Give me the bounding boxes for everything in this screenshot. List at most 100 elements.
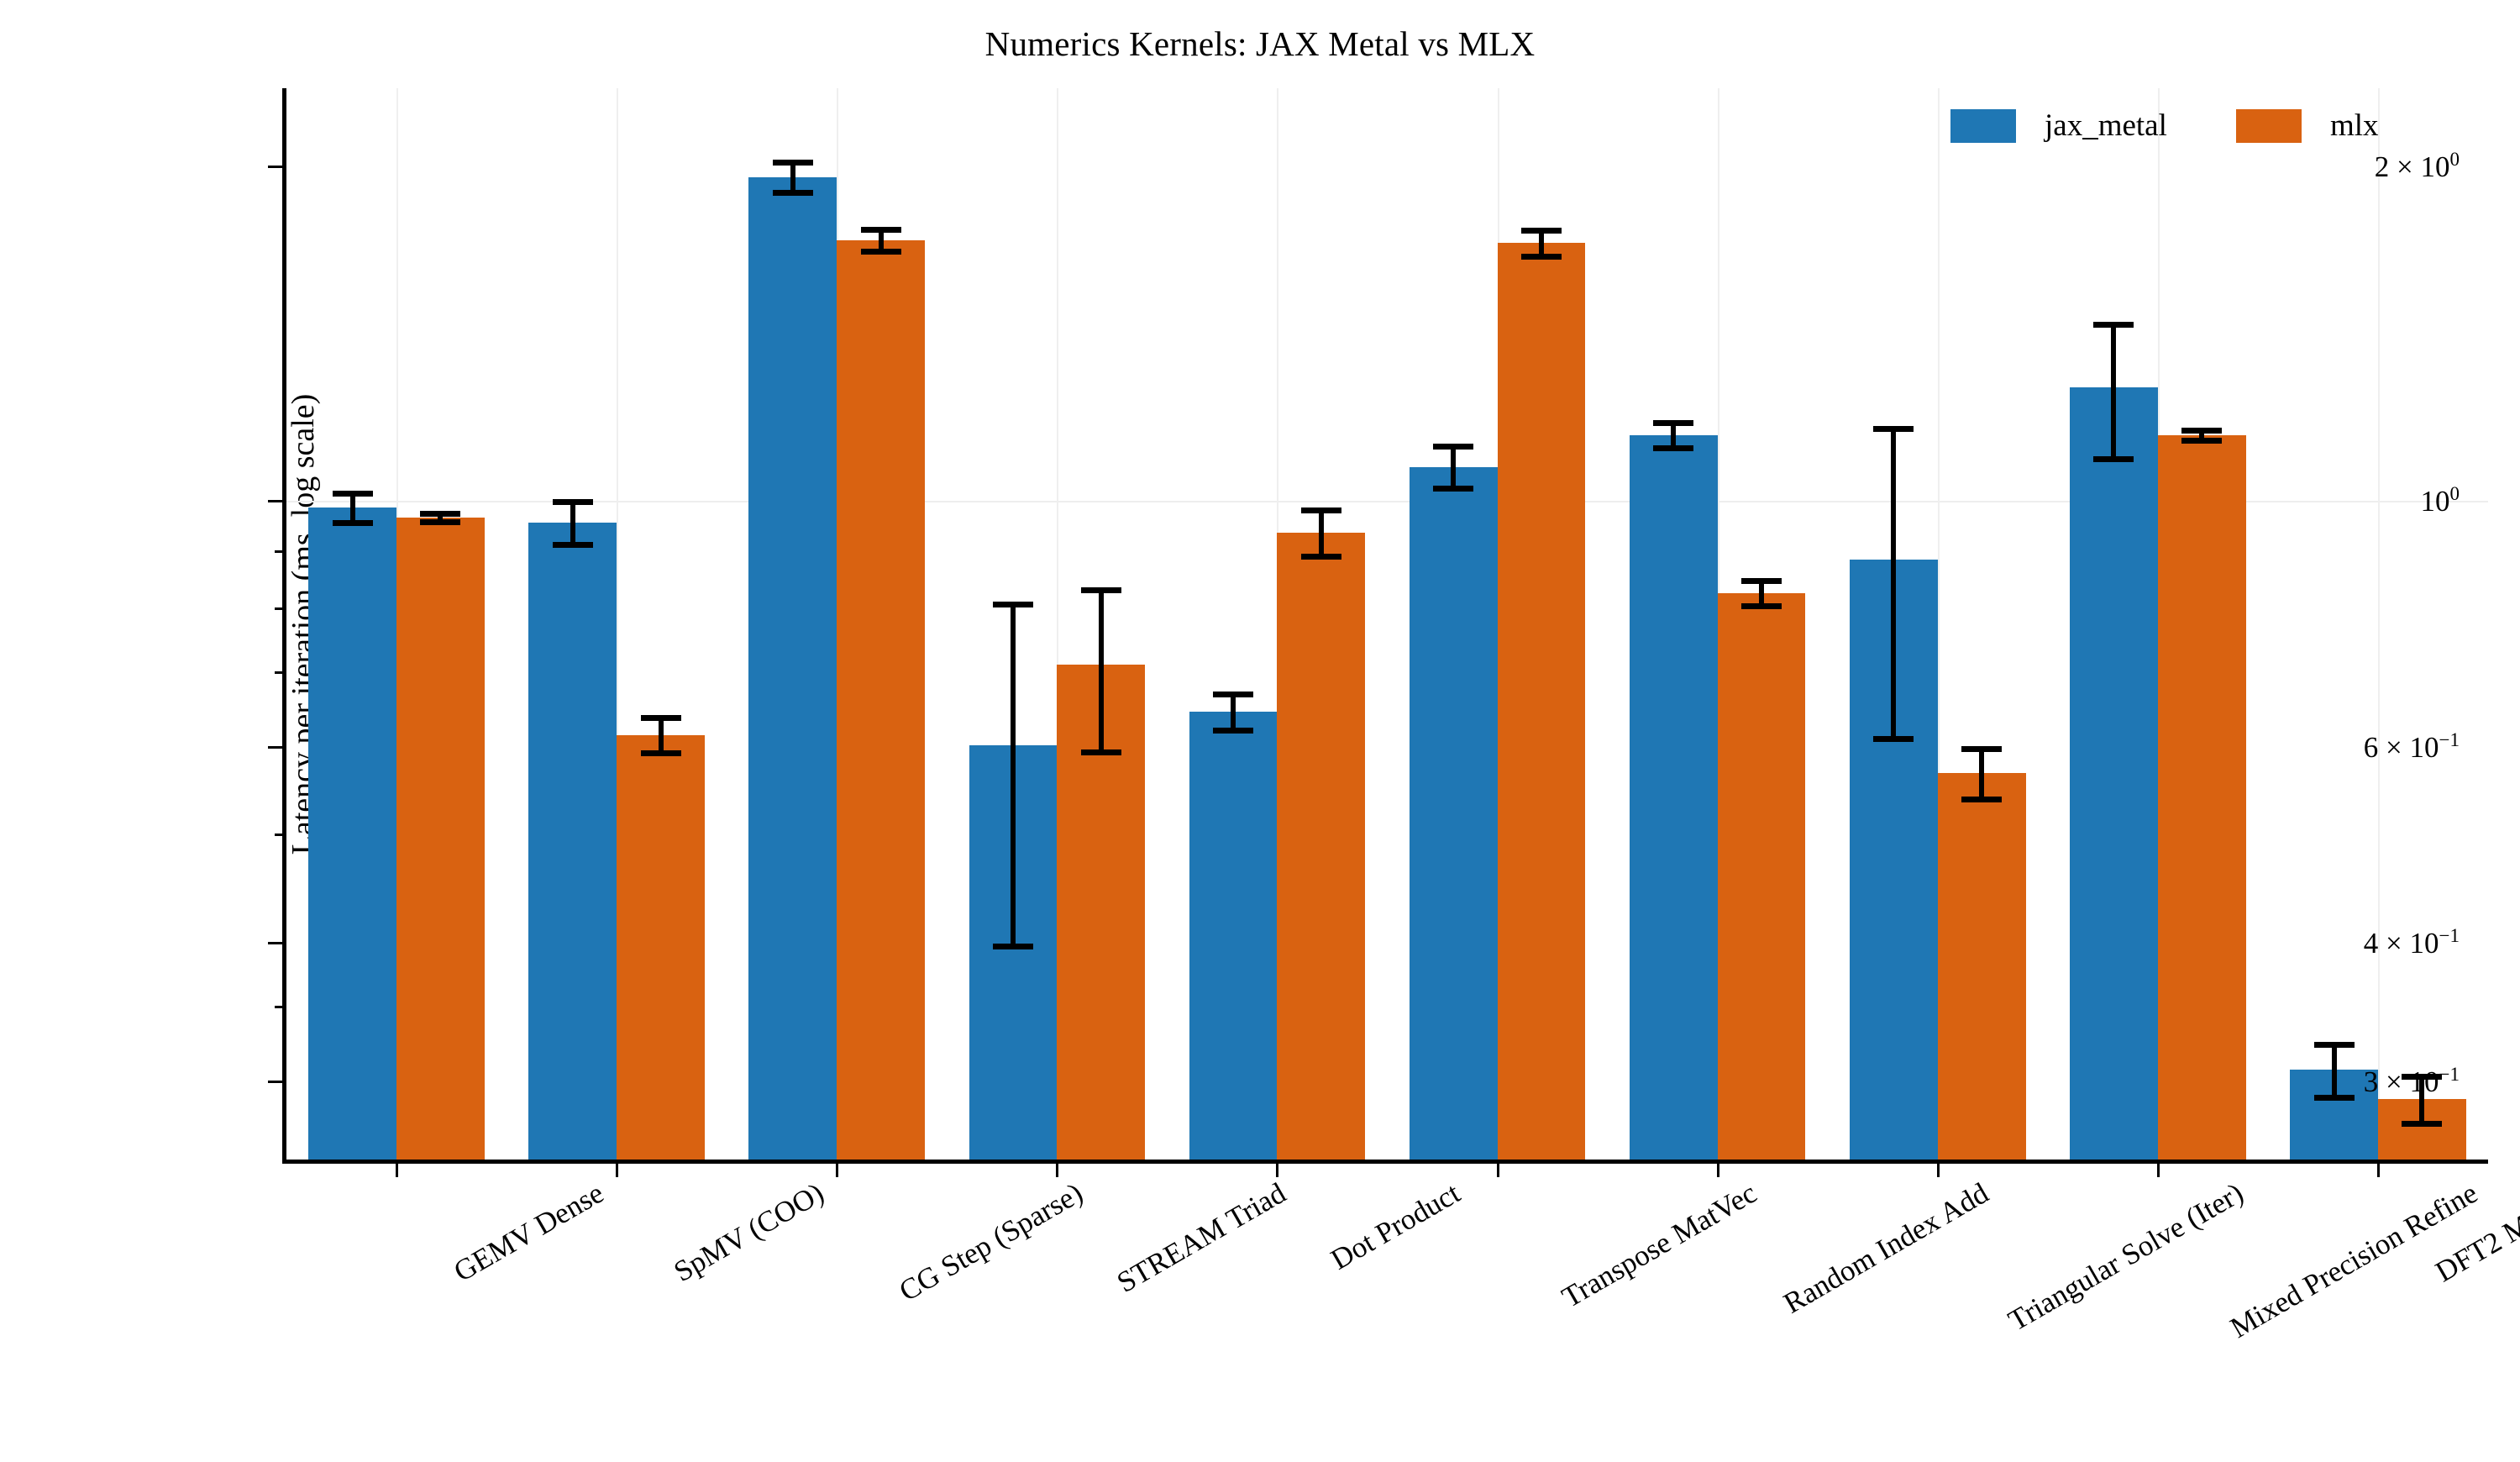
error-bar-cap-lower [2402,1120,2443,1127]
error-bar-cap-lower [2313,1095,2355,1102]
y-axis-tick [268,941,286,944]
error-bar-cap-lower [2181,437,2223,444]
error-bar-cap-upper [772,159,813,166]
bar-jax_metal [528,522,617,1160]
error-bar-cap-upper [2313,1041,2355,1048]
plot-area: Latency per iteration (ms, log scale) 2 … [268,88,2488,1177]
error-bar-cap-upper [1213,692,1254,698]
x-axis-tick [1056,1162,1059,1177]
error-bar-cap-lower [552,541,593,548]
x-axis-tick [1716,1162,1719,1177]
error-bar-cap-upper [1961,745,2003,752]
error-bar-cap-lower [772,190,813,197]
y-axis-minor-tick [275,1006,286,1009]
y-axis-tick-label: 100 [2420,482,2460,518]
error-bar-cap-upper [860,227,901,234]
error-bar-cap-upper [420,511,461,518]
error-bar-cap-upper [1080,587,1121,594]
gridline-horizontal [286,500,2488,502]
x-axis-tick [836,1162,839,1177]
x-axis-tick [2156,1162,2160,1177]
bar-jax_metal [1189,712,1278,1160]
y-axis-minor-tick [275,607,286,610]
error-bar-line [2419,1075,2425,1123]
error-bar-cap-lower [332,519,373,526]
error-bar-cap-lower [1520,253,1562,260]
bar-jax_metal [1629,434,1718,1160]
bar-mlx [1277,533,1366,1160]
bar-mlx [617,734,705,1160]
x-axis-tick-label: STREAM Triad [1111,1176,1292,1300]
y-axis-minor-tick [275,671,286,675]
gridline-vertical [1057,88,1059,1160]
legend-item-mlx[interactable]: mlx [2236,108,2379,144]
legend-swatch-icon [2236,108,2302,143]
error-bar-line [1759,580,1765,607]
error-bar-line [1671,422,1677,448]
bar-jax_metal [308,507,397,1160]
gridline-vertical [1937,88,1940,1160]
x-axis-tick-label: Transpose MatVec [1556,1176,1762,1314]
error-bar-line [790,161,795,193]
error-bar-cap-upper [552,499,593,506]
y-axis-tick [268,165,286,168]
y-axis-tick [268,745,286,749]
legend-swatch-icon [1950,108,2016,143]
x-axis-tick-label: Random Index Add [1777,1176,1994,1320]
y-axis-tick-label: 3 × 10−1 [2363,1063,2460,1098]
error-bar-cap-upper [332,490,373,497]
y-axis-tick-label: 4 × 10−1 [2363,924,2460,960]
error-bar-line [570,502,575,544]
error-bar-cap-upper [1433,443,1474,450]
error-bar-cap-lower [860,248,901,255]
gridline-vertical [2377,88,2380,1160]
error-bar-line [1891,429,1897,739]
error-bar-line [349,492,355,523]
bar-mlx [396,517,485,1160]
legend-label: mlx [2330,108,2379,143]
error-bar-line [2111,324,2117,460]
bar-jax_metal [2070,387,2158,1160]
error-bar-line [1451,445,1457,489]
x-axis-tick [1276,1162,1279,1177]
error-bar-cap-upper [1300,507,1341,514]
error-bar-cap-lower [640,749,681,756]
error-bar-cap-lower [1300,554,1341,560]
error-bar-cap-upper [1520,228,1562,234]
error-bar-line [2331,1044,2337,1098]
error-bar-line [438,513,444,522]
chart-title: Numerics Kernels: JAX Metal vs MLX [984,24,1536,63]
error-bar-line [1231,694,1236,730]
error-bar-line [658,718,664,753]
y-axis-tick [268,499,286,502]
error-bar-cap-upper [992,601,1033,607]
bar-jax_metal [1409,466,1498,1160]
plot-inner [286,88,2488,1177]
error-bar-cap-upper [2093,322,2134,329]
chart-legend: jax_metal mlx [1950,108,2488,163]
x-axis-tick [1496,1162,1499,1177]
legend-item-jax_metal[interactable]: jax_metal [1950,108,2167,144]
error-bar-line [1010,603,1016,946]
x-axis-tick-label: GEMV Dense [448,1176,610,1289]
x-axis-tick [1936,1162,1940,1177]
y-axis-minor-tick [275,834,286,837]
bar-mlx [1937,773,2026,1160]
x-axis-tick [396,1162,399,1177]
x-axis-tick-label: Triangular Solve (Iter) [2003,1176,2249,1338]
y-axis-tick-label: 2 × 100 [2374,148,2460,183]
x-axis-tick [616,1162,619,1177]
bar-mlx [1497,243,1586,1160]
error-bar-cap-lower [1653,445,1694,452]
legend-label: jax_metal [2045,108,2167,143]
error-bar-cap-upper [1741,577,1782,584]
error-bar-line [1098,590,1104,752]
y-axis-minor-tick [275,550,286,553]
bar-mlx [837,239,926,1160]
error-bar-cap-lower [1961,797,2003,803]
x-axis-tick-label: Dot Product [1326,1176,1467,1276]
bar-mlx [2157,434,2246,1160]
error-bar-line [2199,429,2205,440]
error-bar-cap-upper [2181,427,2223,434]
